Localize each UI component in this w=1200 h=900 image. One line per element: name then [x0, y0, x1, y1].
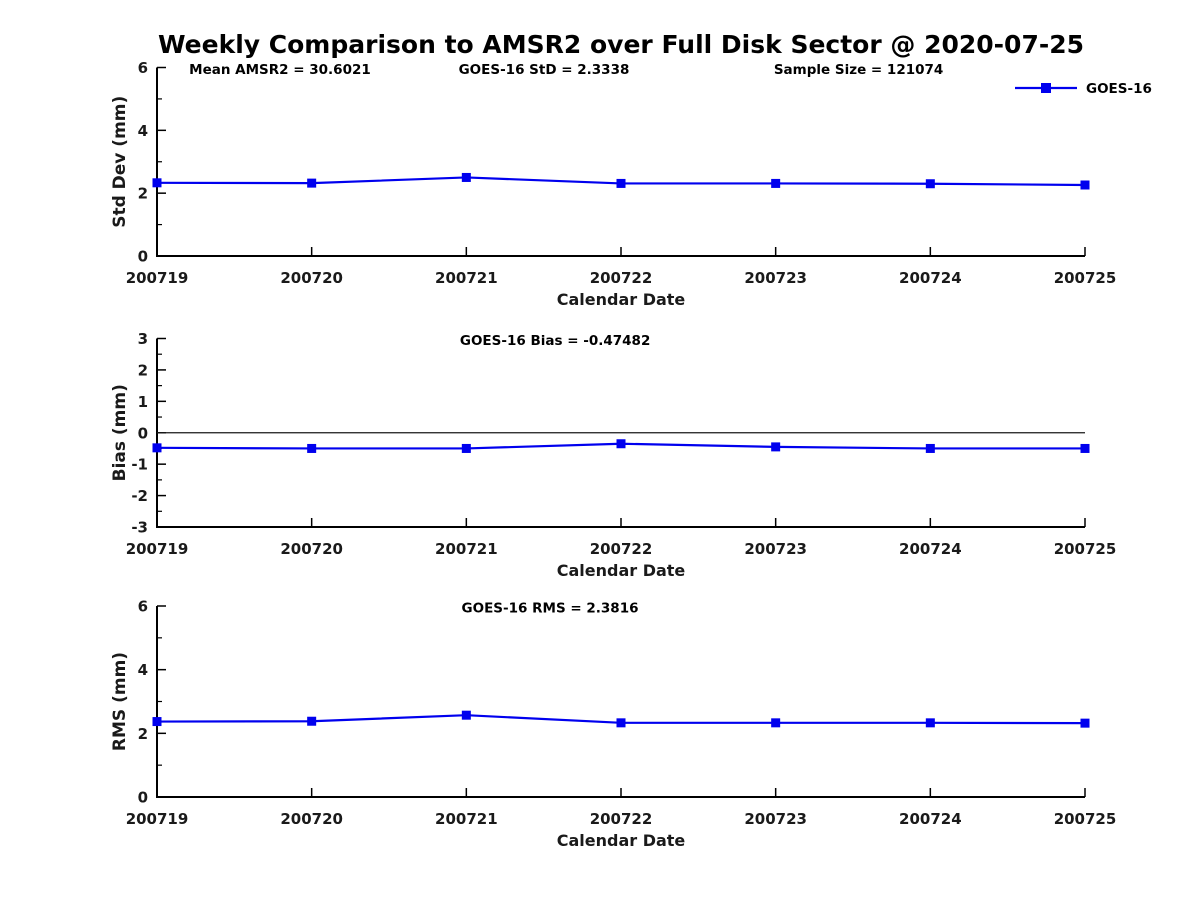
axis-spines [156, 606, 1085, 798]
x-tick-label: 200724 [899, 269, 962, 287]
x-tick-label: 200724 [899, 540, 962, 558]
x-tick-label: 200721 [435, 269, 498, 287]
y-tick-label: -1 [131, 456, 148, 474]
y-tick-label: 2 [138, 361, 148, 379]
x-tick-label: 200725 [1054, 810, 1117, 828]
x-tick-label: 200719 [126, 269, 189, 287]
data-marker [152, 717, 162, 727]
y-tick-label: -3 [131, 519, 148, 537]
legend: GOES-16 [1015, 81, 1152, 97]
data-marker [925, 443, 935, 453]
y-tick-label: 2 [138, 725, 148, 743]
data-marker [771, 442, 781, 452]
legend-marker [1041, 83, 1051, 93]
axis-spines [156, 67, 1085, 257]
data-marker [616, 439, 626, 449]
data-marker [461, 172, 471, 182]
y-tick-label: 6 [138, 59, 148, 77]
x-tick-label: 200721 [435, 540, 498, 558]
annotation: GOES-16 RMS = 2.3816 [462, 601, 639, 617]
y-tick-label: 3 [138, 330, 148, 348]
x-tick-label: 200720 [280, 810, 343, 828]
x-tick-label: 200725 [1054, 540, 1117, 558]
y-axis-label: RMS (mm) [110, 652, 130, 751]
x-tick-label: 200725 [1054, 269, 1117, 287]
x-tick-label: 200719 [126, 540, 189, 558]
data-marker [152, 178, 162, 188]
data-marker [771, 178, 781, 188]
y-tick-label: 4 [138, 122, 148, 140]
data-marker [925, 718, 935, 728]
x-tick-label: 200723 [744, 269, 807, 287]
annotation: GOES-16 StD = 2.3338 [459, 62, 630, 78]
data-marker [771, 718, 781, 728]
data-marker [616, 178, 626, 188]
x-tick-label: 200723 [744, 540, 807, 558]
y-tick-label: 0 [138, 789, 148, 807]
std-dev-subplot: 200719 200720 200721 200722 200723 200724 2007… [110, 59, 1116, 309]
x-axis-label: Calendar Date [557, 831, 686, 850]
figure-title: Weekly Comparison to AMSR2 over Full Dis… [157, 30, 1085, 59]
data-marker [152, 443, 162, 453]
y-axis-label: Bias (mm) [110, 384, 130, 481]
y-tick-label: 0 [138, 424, 148, 442]
y-axis-label: Std Dev (mm) [110, 96, 130, 228]
data-marker [1080, 443, 1090, 453]
data-marker [307, 716, 317, 726]
data-marker [1080, 718, 1090, 728]
y-tick-label: 1 [138, 393, 148, 411]
annotation: GOES-16 Bias = -0.47482 [460, 333, 650, 349]
y-tick-label: 0 [138, 248, 148, 266]
data-marker [307, 443, 317, 453]
y-tick-label: -2 [131, 487, 148, 505]
y-tick-label: 2 [138, 185, 148, 203]
data-marker [461, 443, 471, 453]
data-marker [925, 179, 935, 189]
x-tick-label: 200720 [280, 269, 343, 287]
annotation: Mean AMSR2 = 30.6021 [189, 62, 371, 78]
x-axis-label: Calendar Date [557, 561, 686, 580]
x-tick-label: 200723 [744, 810, 807, 828]
x-tick-label: 200722 [590, 540, 653, 558]
x-tick-label: 200720 [280, 540, 343, 558]
x-tick-label: 200719 [126, 810, 189, 828]
bias-subplot: 200719 200720 200721 200722 200723 200724 2007… [110, 330, 1116, 580]
data-marker [307, 178, 317, 188]
y-tick-label: 4 [138, 661, 148, 679]
x-tick-label: 200721 [435, 810, 498, 828]
data-marker [1080, 180, 1090, 190]
legend-label: GOES-16 [1086, 81, 1152, 97]
annotation: Sample Size = 121074 [774, 62, 943, 78]
data-marker [616, 718, 626, 728]
x-tick-label: 200722 [590, 810, 653, 828]
rms-subplot: 200719 200720 200721 200722 200723 200724 2007… [110, 598, 1116, 851]
x-tick-label: 200722 [590, 269, 653, 287]
x-axis-label: Calendar Date [557, 290, 686, 309]
y-tick-label: 6 [138, 598, 148, 616]
x-tick-label: 200724 [899, 810, 962, 828]
data-marker [461, 710, 471, 720]
